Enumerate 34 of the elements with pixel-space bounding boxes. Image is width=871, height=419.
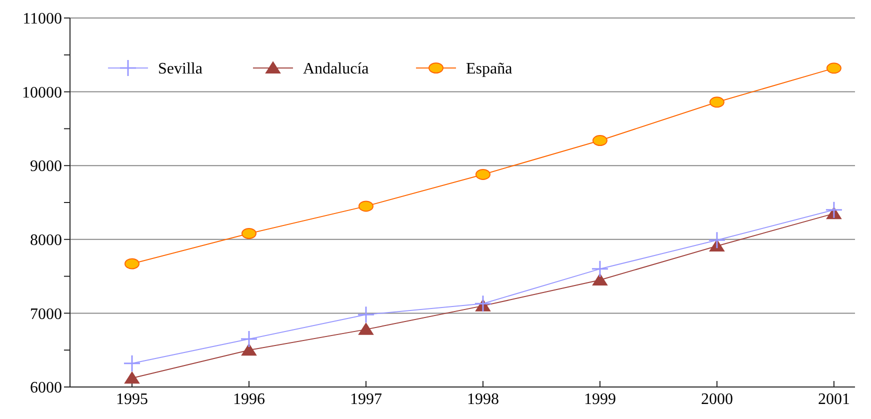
point [358,200,374,212]
point [124,258,140,270]
x-tick-label: 1999 [584,391,616,408]
point [592,273,608,286]
x-tick-label: 2001 [818,391,850,408]
point [475,168,490,180]
point [241,344,256,356]
x-tick-label: 1998 [466,391,499,408]
y-tick-label: 7000 [30,306,62,323]
point [592,135,608,146]
y-tick-label: 9000 [30,158,62,176]
point [474,294,492,312]
x-tick-label: 2000 [700,391,733,408]
point [241,228,256,239]
point [357,306,375,324]
legend-label: España [466,60,512,78]
point [709,96,724,108]
point [591,260,609,278]
point [124,372,140,384]
x-tick-label: 1997 [350,391,382,408]
point [123,354,141,372]
y-tick-label: 8000 [30,232,62,249]
x-tick-label: 1996 [232,391,265,408]
y-tick-label: 6000 [30,380,62,397]
y-tick-label: 10000 [22,84,62,102]
y-tick-label: 11000 [22,10,62,28]
point [825,201,843,219]
legend-label: Andalucía [303,60,369,78]
point [358,322,374,335]
legend-label: Sevilla [158,60,202,78]
point [240,330,258,348]
point [826,62,842,74]
x-tick-label: 1995 [116,391,148,408]
point [708,231,726,249]
